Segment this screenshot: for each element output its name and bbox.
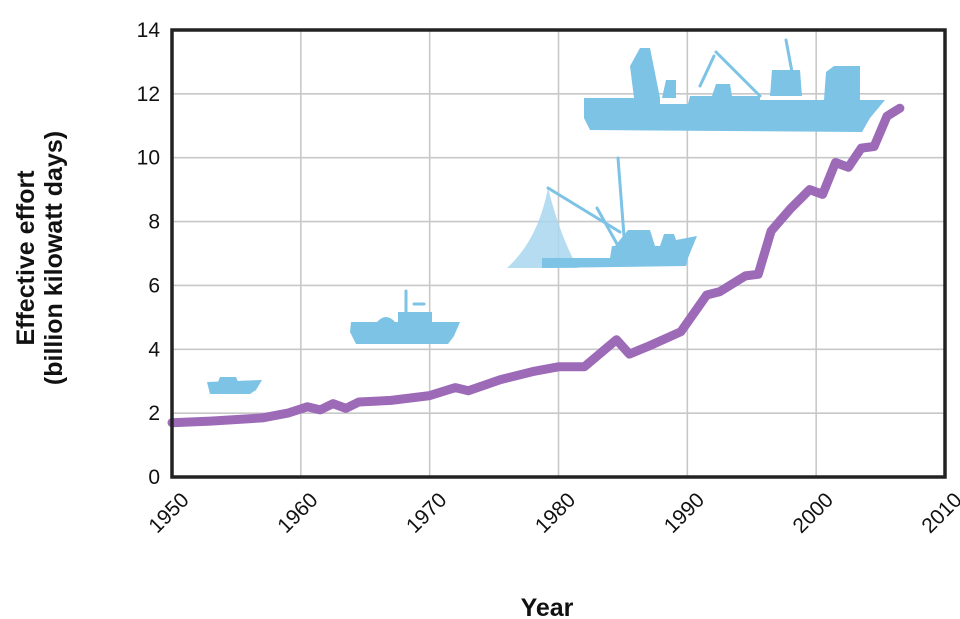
x-tick-label: 1980 (531, 488, 580, 537)
y-axis-ticks: 0 2 4 6 8 10 12 14 (137, 19, 161, 489)
y-tick-label: 12 (137, 83, 160, 106)
x-tick-label: 2000 (789, 488, 838, 537)
x-tick-label: 1970 (402, 488, 451, 537)
y-tick-label: 4 (148, 338, 160, 361)
y-axis-title-line-2: (billion kilowatt days) (40, 131, 68, 385)
x-tick-label: 1990 (660, 488, 709, 537)
x-axis-ticks: 1950 1960 1970 1980 1990 2000 2010 (144, 488, 960, 537)
y-axis-title-line-1: Effective effort (12, 170, 40, 346)
y-tick-label: 6 (148, 274, 160, 297)
x-tick-label: 1950 (144, 488, 193, 537)
y-tick-label: 8 (148, 211, 160, 234)
x-tick-label: 1960 (273, 488, 322, 537)
x-tick-label: 2010 (917, 488, 960, 537)
factory-ship-icon (584, 38, 885, 132)
plot-frame (170, 28, 947, 479)
fishing-vessel-with-net-icon (507, 156, 697, 268)
y-tick-label: 0 (148, 466, 160, 489)
effective-effort-line (167, 103, 905, 428)
x-axis-title: Year (521, 594, 574, 619)
trawler-icon (350, 289, 460, 344)
small-boat-icon (207, 377, 262, 394)
vessel-illustrations (207, 38, 885, 394)
y-tick-label: 2 (148, 402, 160, 425)
y-axis-title: Effective effort (billion kilowatt days) (12, 131, 68, 385)
y-tick-label: 14 (137, 19, 161, 42)
y-tick-label: 10 (137, 147, 160, 170)
